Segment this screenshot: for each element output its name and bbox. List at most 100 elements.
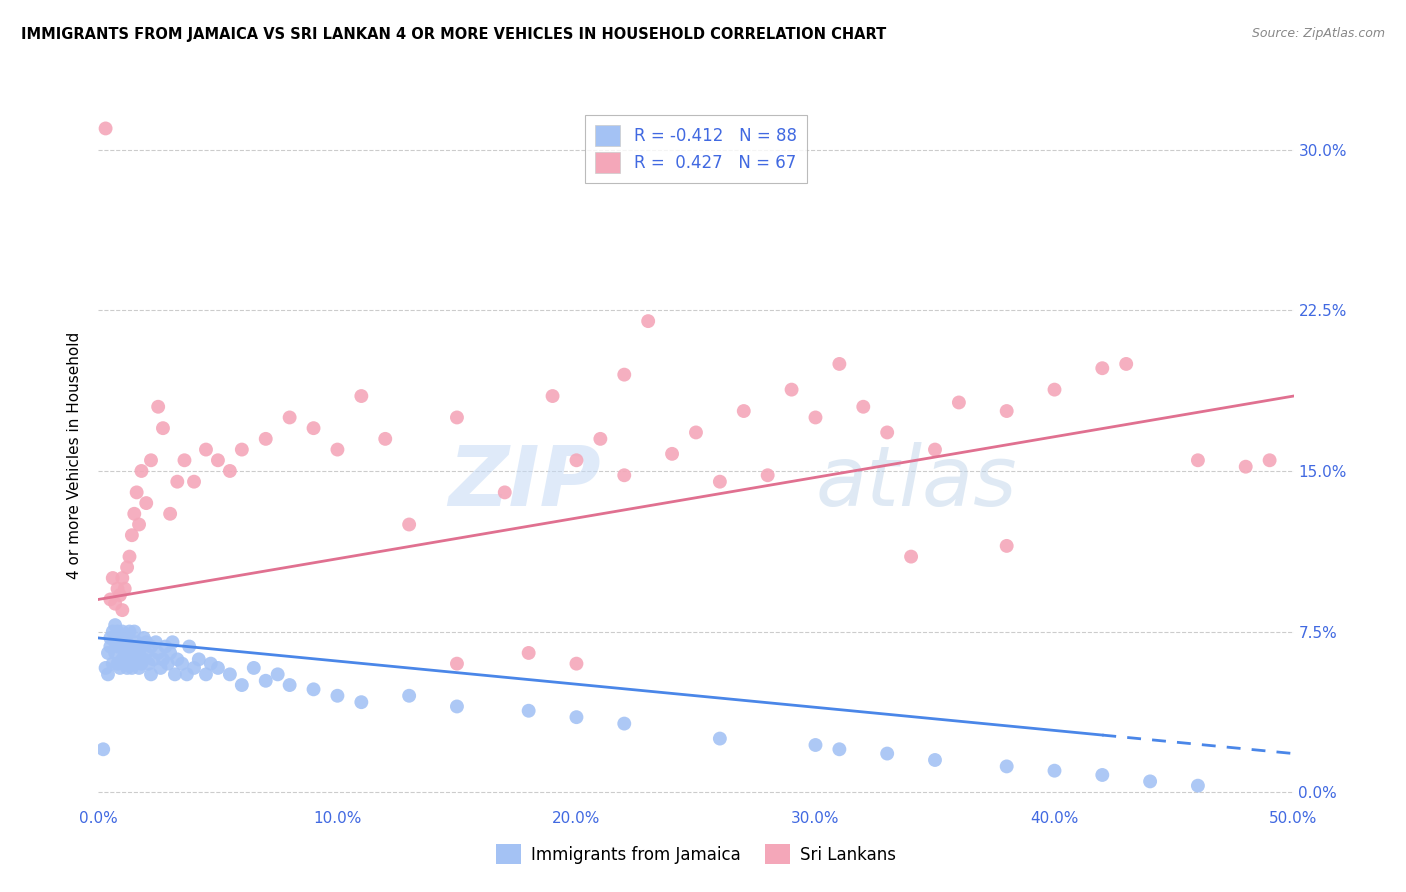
Point (142, 652, 165, 666)
Point (111, 603, 134, 617)
Point (446, 657, 468, 671)
Point (149, 661, 172, 675)
Point (111, 624, 134, 639)
Point (98, 592, 122, 607)
Point (101, 657, 124, 671)
Point (350, 389, 373, 403)
Point (156, 657, 179, 671)
Point (200, 657, 222, 671)
Point (128, 661, 150, 675)
Point (828, 357, 851, 371)
Legend: Immigrants from Jamaica, Sri Lankans: Immigrants from Jamaica, Sri Lankans (489, 838, 903, 871)
Point (661, 447, 683, 461)
Point (111, 571, 134, 585)
Point (278, 678, 301, 692)
Point (876, 425, 898, 440)
Point (104, 597, 127, 611)
Point (162, 635, 184, 649)
Point (114, 631, 136, 645)
Point (128, 517, 150, 532)
Point (924, 753, 946, 767)
Point (114, 646, 136, 660)
Point (685, 425, 707, 440)
Point (1091, 768, 1114, 782)
Point (517, 704, 540, 718)
Point (166, 652, 188, 666)
Point (207, 453, 229, 467)
Point (101, 571, 124, 585)
Point (132, 631, 155, 645)
Point (173, 453, 195, 467)
Point (104, 635, 127, 649)
Point (517, 646, 540, 660)
Point (254, 432, 277, 446)
Point (183, 661, 205, 675)
Point (187, 652, 209, 666)
Point (104, 618, 127, 632)
Point (138, 657, 160, 671)
Point (121, 528, 143, 542)
Point (350, 695, 373, 709)
Point (1139, 774, 1161, 789)
Point (398, 689, 420, 703)
Point (145, 635, 167, 649)
Point (709, 731, 731, 746)
Point (107, 640, 129, 654)
Point (541, 389, 564, 403)
Point (108, 635, 131, 649)
Point (124, 657, 146, 671)
Y-axis label: 4 or more Vehicles in Household: 4 or more Vehicles in Household (67, 331, 83, 579)
Point (128, 646, 150, 660)
Point (91, 742, 114, 756)
Point (179, 640, 201, 654)
Point (131, 640, 153, 654)
Point (900, 549, 922, 564)
Point (1187, 779, 1209, 793)
Point (183, 475, 205, 489)
Point (780, 383, 803, 397)
Point (148, 646, 170, 660)
Point (804, 738, 827, 752)
Point (374, 432, 396, 446)
Point (118, 624, 141, 639)
Point (148, 400, 170, 414)
Point (565, 710, 588, 724)
Point (924, 442, 946, 457)
Point (828, 742, 851, 756)
Point (613, 368, 636, 382)
Point (637, 314, 659, 328)
Point (995, 539, 1018, 553)
Point (876, 747, 898, 761)
Point (118, 640, 141, 654)
Point (1187, 453, 1209, 467)
Text: ZIP: ZIP (447, 442, 600, 524)
Point (101, 624, 124, 639)
Point (125, 652, 148, 666)
Point (446, 699, 468, 714)
Point (163, 667, 186, 681)
Point (124, 624, 146, 639)
Point (219, 464, 242, 478)
Point (995, 404, 1018, 418)
Point (733, 404, 755, 418)
Point (166, 475, 188, 489)
Point (131, 464, 153, 478)
Point (121, 646, 143, 660)
Point (135, 646, 157, 660)
Point (125, 485, 148, 500)
Point (398, 517, 420, 532)
Point (97, 646, 120, 660)
Point (115, 560, 138, 574)
Point (804, 410, 827, 425)
Point (159, 507, 181, 521)
Point (152, 421, 174, 435)
Point (155, 640, 177, 654)
Point (494, 485, 516, 500)
Point (98, 631, 122, 645)
Point (114, 582, 136, 596)
Point (114, 657, 136, 671)
Point (107, 582, 129, 596)
Point (1043, 383, 1066, 397)
Point (135, 635, 157, 649)
Point (1091, 361, 1114, 376)
